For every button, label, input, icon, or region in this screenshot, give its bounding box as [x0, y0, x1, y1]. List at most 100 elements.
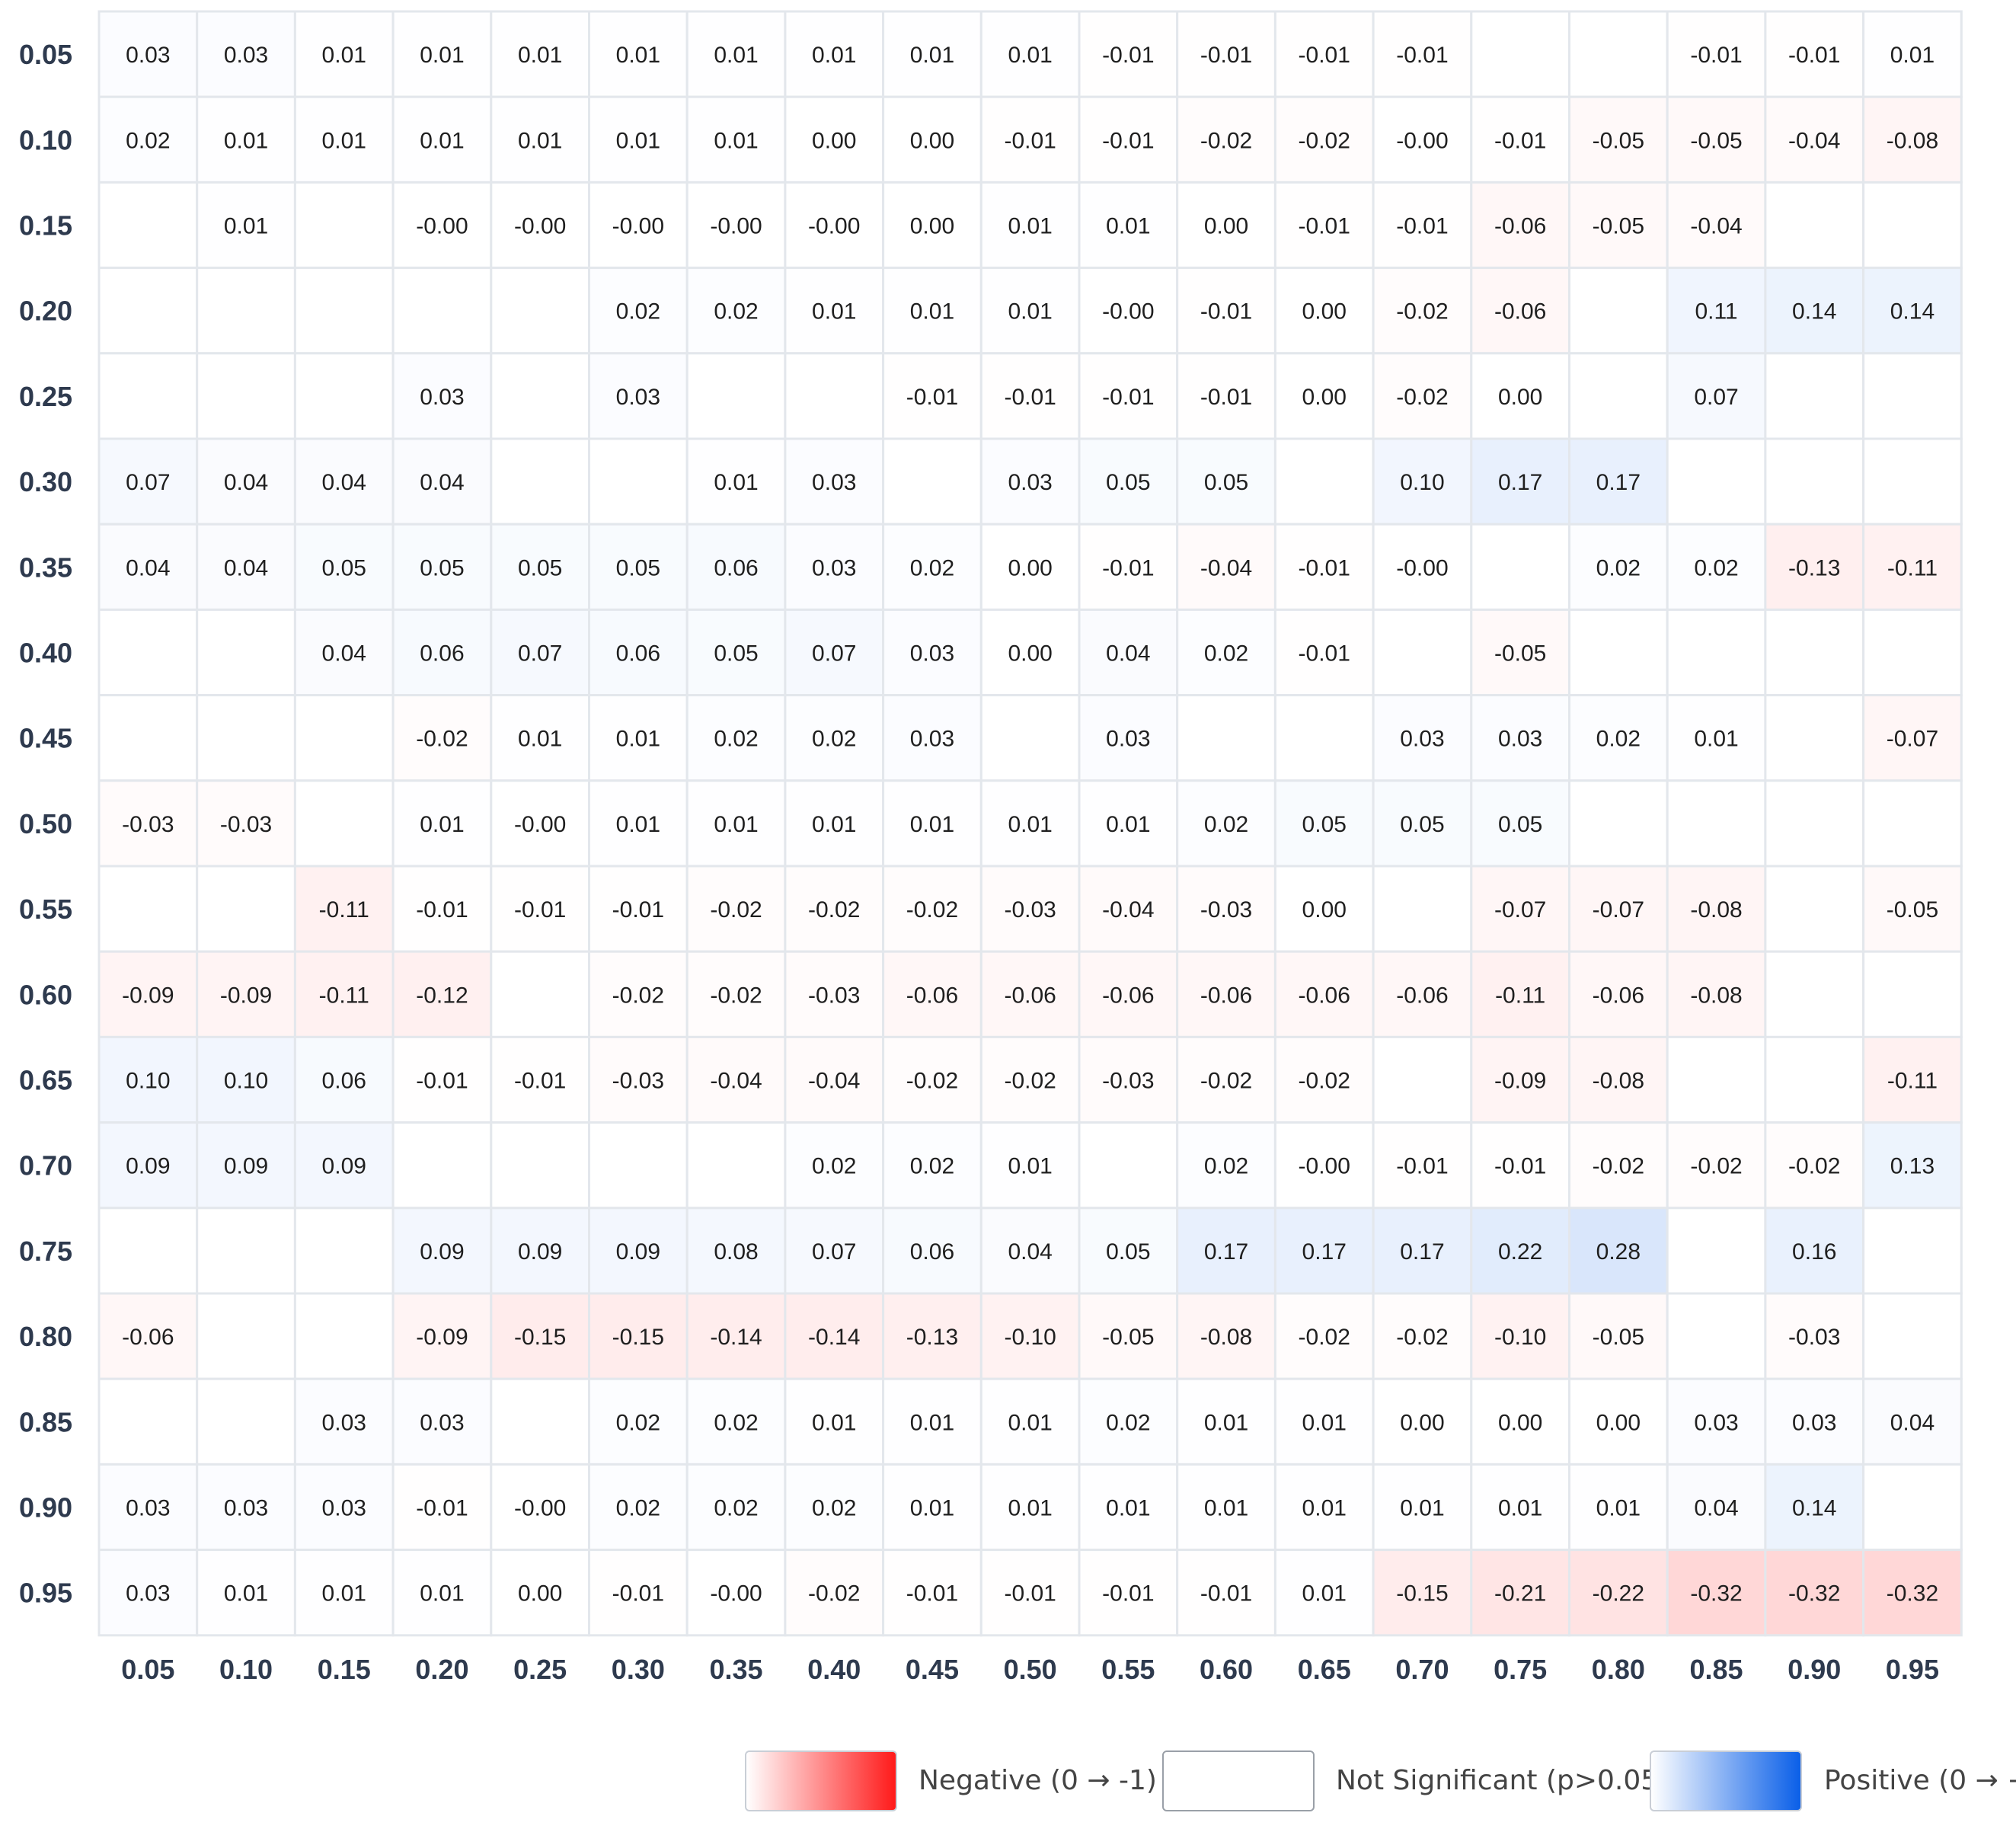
- heatmap-cell: [1862, 181, 1963, 270]
- cell-value-label: 0.05: [1106, 1239, 1150, 1264]
- cell-value-label: -0.01: [1396, 43, 1448, 68]
- heatmap-cell: [1666, 1035, 1767, 1124]
- cell-value-label: 0.00: [812, 128, 856, 153]
- heatmap-cell: [979, 1035, 1081, 1124]
- cell-value-label: 0.02: [616, 1410, 660, 1435]
- cell-value-label: 0.02: [714, 727, 758, 752]
- cell-value-label: -0.05: [1690, 128, 1742, 153]
- heatmap-cell: [882, 1121, 982, 1210]
- x-tick-label: 0.70: [1395, 1654, 1449, 1685]
- cell-value-label: 0.00: [1302, 385, 1347, 410]
- cell-value-label: 0.09: [322, 1154, 366, 1179]
- cell-value-label: -0.06: [1004, 983, 1056, 1008]
- cell-value-label: 0.03: [1694, 1410, 1738, 1435]
- heatmap-cell: [293, 1463, 395, 1552]
- cell-value-label: -0.03: [1102, 1069, 1154, 1094]
- heatmap-cell: [979, 1377, 1081, 1466]
- heatmap-cell: [1764, 865, 1865, 953]
- cell-value-label: -0.01: [1299, 214, 1350, 239]
- cell-value-label: -0.02: [1593, 1154, 1644, 1179]
- cell-value-label: -0.00: [1299, 1154, 1350, 1179]
- cell-value-label: 0.04: [1106, 641, 1150, 667]
- cell-value-label: -0.04: [1200, 555, 1252, 580]
- cell-value-label: 0.07: [1694, 385, 1738, 410]
- cell-value-label: 0.01: [1106, 214, 1150, 239]
- heatmap-cell: [1372, 267, 1473, 355]
- cell-value-label: 0.05: [1204, 470, 1248, 495]
- cell-value-label: -0.01: [1690, 43, 1742, 68]
- heatmap-cell: [196, 352, 296, 440]
- heatmap-cell: [97, 1292, 199, 1380]
- heatmap-cell: [979, 1121, 1081, 1210]
- cell-value-label: 0.01: [1302, 1496, 1347, 1521]
- heatmap-cell: [1862, 865, 1963, 953]
- heatmap-cell: [293, 1121, 395, 1210]
- heatmap-cell: [1568, 267, 1669, 355]
- cell-value-label: 0.00: [1008, 641, 1052, 667]
- cell-value-label: -0.06: [1299, 983, 1350, 1008]
- heatmap-cell: [391, 1377, 493, 1466]
- heatmap-cell: [882, 267, 982, 355]
- cell-value-label: 0.01: [224, 214, 268, 239]
- cell-value-label: 0.04: [224, 555, 268, 580]
- cell-value-label: -0.06: [1102, 983, 1154, 1008]
- legend-positive-swatch: [1650, 1750, 1802, 1811]
- heatmap-cell: [490, 181, 590, 270]
- cell-value-label: -0.01: [1299, 43, 1350, 68]
- heatmap-cell: [196, 1549, 296, 1637]
- cell-value-label: 0.02: [1204, 1154, 1248, 1179]
- cell-value-label: 0.02: [126, 128, 170, 153]
- heatmap-cell: [1176, 10, 1276, 98]
- x-tick-label: 0.95: [1886, 1654, 1939, 1685]
- cell-value-label: -0.05: [1494, 641, 1546, 667]
- cell-value-label: -0.06: [1200, 983, 1252, 1008]
- cell-value-label: -0.21: [1494, 1581, 1546, 1607]
- heatmap-cell: [882, 608, 982, 697]
- heatmap-cell: [1470, 181, 1571, 270]
- cell-value-label: -0.01: [416, 1069, 468, 1094]
- heatmap-cell: [1372, 1035, 1473, 1124]
- cell-value-label: 0.01: [1008, 214, 1052, 239]
- cell-value-label: -0.01: [1299, 555, 1350, 580]
- heatmap-cell: [1666, 10, 1767, 98]
- x-tick-label: 0.65: [1298, 1654, 1351, 1685]
- heatmap-cell: [97, 95, 199, 184]
- heatmap-cell: [391, 181, 493, 270]
- cell-value-label: 0.03: [1792, 1410, 1836, 1435]
- cell-value-label: -0.01: [1102, 128, 1154, 153]
- heatmap-cell: [1568, 1121, 1669, 1210]
- cell-value-label: 0.00: [1596, 1410, 1641, 1435]
- cell-value-label: 0.10: [1400, 470, 1444, 495]
- cell-value-label: -0.02: [710, 983, 762, 1008]
- heatmap-cell: [196, 1292, 296, 1380]
- heatmap-cell: [1764, 1292, 1865, 1380]
- cell-value-label: 0.03: [812, 470, 856, 495]
- heatmap-cell: [979, 950, 1081, 1038]
- heatmap-cell: [1176, 1035, 1276, 1124]
- heatmap-cell: [882, 1463, 982, 1552]
- cell-value-label: -0.01: [1004, 385, 1056, 410]
- cell-value-label: -0.00: [1396, 128, 1448, 153]
- cell-value-label: -0.04: [1788, 128, 1840, 153]
- cell-value-label: -0.01: [1494, 1154, 1546, 1179]
- heatmap-cell: [784, 437, 885, 526]
- heatmap-cell: [1372, 865, 1473, 953]
- heatmap-cell: [1176, 1207, 1276, 1295]
- cell-value-label: 0.01: [518, 727, 562, 752]
- cell-value-label: -0.08: [1887, 128, 1938, 153]
- cell-value-label: 0.03: [910, 727, 954, 752]
- cell-value-label: -0.01: [416, 897, 468, 922]
- cell-value-label: 0.01: [420, 43, 464, 68]
- cell-value-label: -0.05: [1593, 1325, 1644, 1350]
- cell-value-label: 0.03: [616, 385, 660, 410]
- cell-value-label: 0.04: [224, 470, 268, 495]
- cell-value-label: 0.22: [1498, 1239, 1542, 1264]
- cell-value-label: 0.04: [322, 470, 366, 495]
- heatmap-cell: [1568, 181, 1669, 270]
- heatmap-cell: [1568, 694, 1669, 782]
- heatmap-cell: [1273, 523, 1375, 611]
- heatmap-cell: [1568, 1292, 1669, 1380]
- x-tick-label: 0.15: [318, 1654, 371, 1685]
- cell-value-label: 0.01: [1008, 1410, 1052, 1435]
- cell-value-label: -0.08: [1690, 897, 1742, 922]
